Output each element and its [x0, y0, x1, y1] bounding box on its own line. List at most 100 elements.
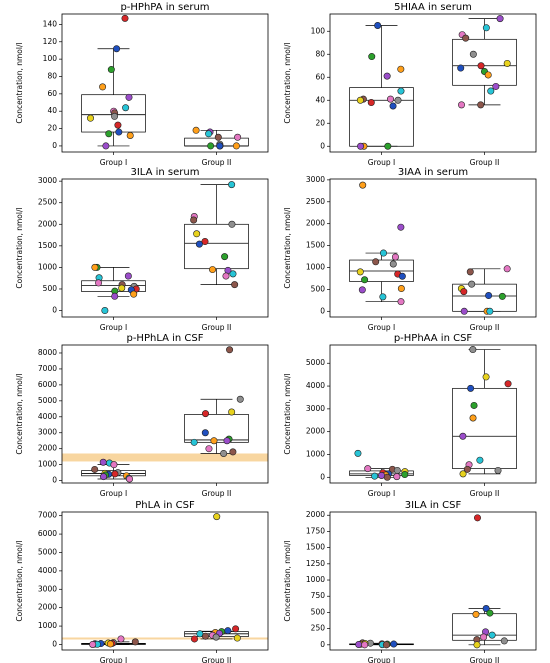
- data-point: [125, 93, 133, 101]
- data-point: [462, 34, 470, 42]
- plot-frame: [329, 511, 537, 651]
- y-tick-label: 1000: [38, 262, 57, 271]
- y-tick-label: 80: [315, 49, 325, 58]
- x-tick-label: Group II: [202, 158, 232, 167]
- x-tick-label: Group I: [100, 489, 127, 498]
- y-tick-label: 2000: [306, 510, 325, 519]
- y-tick-label: 20: [47, 124, 57, 133]
- data-point: [371, 472, 379, 480]
- data-point: [105, 130, 113, 138]
- chart-title: p-HPhPA in serum: [120, 2, 209, 13]
- data-point: [87, 114, 95, 122]
- data-point: [470, 401, 478, 409]
- y-tick-label: 1750: [306, 526, 325, 535]
- data-point: [482, 605, 490, 613]
- data-point: [131, 638, 139, 646]
- y-tick-label: 500: [311, 607, 326, 616]
- data-point: [201, 238, 209, 246]
- box: [452, 38, 517, 86]
- x-tick-label: Group II: [202, 323, 232, 332]
- data-point: [364, 465, 372, 473]
- data-point: [457, 64, 465, 72]
- x-tick-label: Group I: [100, 158, 127, 167]
- data-point: [220, 449, 228, 457]
- y-axis-label: Concentration, nmol/l: [283, 373, 292, 454]
- x-tick-label: Group II: [202, 656, 232, 663]
- data-point: [223, 437, 231, 445]
- y-tick-label: 20: [315, 118, 325, 127]
- data-point: [477, 62, 485, 70]
- y-tick-label: 3000: [306, 175, 325, 184]
- x-tick-label: Group I: [368, 656, 395, 663]
- data-point: [484, 71, 492, 79]
- data-point: [113, 45, 121, 53]
- data-point: [226, 346, 234, 354]
- data-point: [214, 133, 222, 141]
- data-point: [118, 284, 126, 292]
- y-tick-label: 1500: [38, 241, 57, 250]
- y-tick-label: 2000: [38, 444, 57, 453]
- x-tick-label: Group II: [470, 323, 500, 332]
- data-point: [205, 445, 213, 453]
- data-point: [458, 101, 466, 109]
- data-point: [355, 640, 363, 648]
- y-tick-label: 1250: [306, 559, 325, 568]
- data-point: [122, 104, 130, 112]
- y-tick-label: 2500: [306, 197, 325, 206]
- data-point: [466, 268, 474, 276]
- data-point: [390, 640, 398, 648]
- y-tick-label: 500: [311, 284, 326, 293]
- y-tick-label: 0: [320, 640, 325, 649]
- data-point: [496, 15, 504, 23]
- y-tick-label: 2000: [38, 603, 57, 612]
- y-tick-label: 1000: [306, 575, 325, 584]
- data-point: [209, 266, 217, 274]
- plot-frame: [61, 344, 269, 484]
- data-point: [124, 272, 132, 280]
- plot-frame: [329, 344, 537, 484]
- box: [184, 414, 249, 443]
- data-point: [468, 280, 476, 288]
- y-tick-label: 250: [311, 624, 326, 633]
- data-point: [359, 181, 367, 189]
- y-tick-label: 5000: [306, 358, 325, 367]
- x-tick-label: Group II: [470, 656, 500, 663]
- data-point: [486, 307, 494, 315]
- data-point: [378, 471, 386, 479]
- data-point: [389, 102, 397, 110]
- data-point: [469, 414, 477, 422]
- data-point: [221, 253, 229, 261]
- y-tick-label: 0: [52, 141, 57, 150]
- plot-frame: [61, 178, 269, 318]
- y-tick-label: 60: [315, 72, 325, 81]
- y-tick-label: 7000: [38, 511, 57, 520]
- data-point: [193, 230, 201, 238]
- data-point: [216, 142, 224, 150]
- y-tick-label: 1000: [38, 621, 57, 630]
- data-point: [503, 59, 511, 67]
- data-point: [393, 466, 401, 474]
- data-point: [91, 465, 99, 473]
- y-tick-label: 60: [47, 89, 57, 98]
- y-tick-label: 8000: [38, 348, 57, 357]
- data-point: [469, 50, 477, 58]
- data-point: [192, 126, 200, 134]
- data-point: [383, 72, 391, 80]
- data-point: [379, 249, 387, 257]
- data-point: [473, 641, 481, 649]
- x-tick-label: Group I: [100, 323, 127, 332]
- data-point: [210, 437, 218, 445]
- y-tick-label: 0: [320, 472, 325, 481]
- y-axis-label: Concentration, nmol/l: [15, 207, 24, 288]
- x-tick-label: Group I: [368, 323, 395, 332]
- data-point: [126, 132, 134, 140]
- y-tick-label: 0: [52, 476, 57, 485]
- data-point: [228, 181, 236, 189]
- data-point: [494, 466, 502, 474]
- y-tick-label: 100: [311, 26, 326, 35]
- data-point: [354, 449, 362, 457]
- data-point: [126, 475, 134, 483]
- chart-title: 5HIAA in serum: [394, 2, 472, 13]
- y-tick-label: 1000: [306, 449, 325, 458]
- y-tick-label: 500: [43, 284, 58, 293]
